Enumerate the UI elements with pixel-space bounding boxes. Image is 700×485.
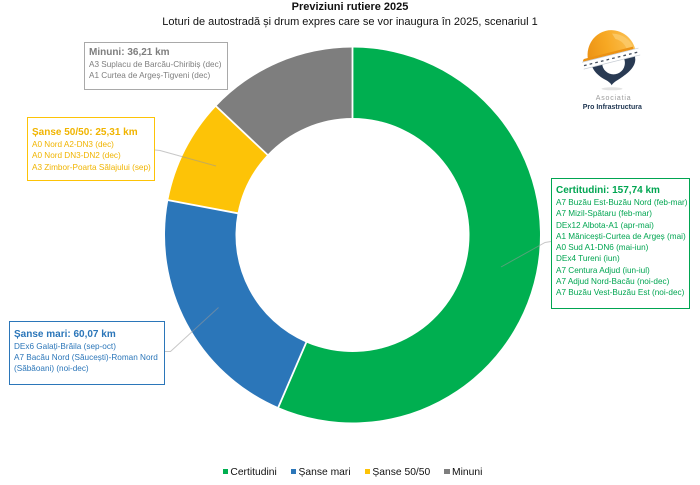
svg-text:Pro Infrastructura: Pro Infrastructura (583, 104, 642, 111)
svg-text:Asociatia: Asociatia (596, 95, 632, 102)
